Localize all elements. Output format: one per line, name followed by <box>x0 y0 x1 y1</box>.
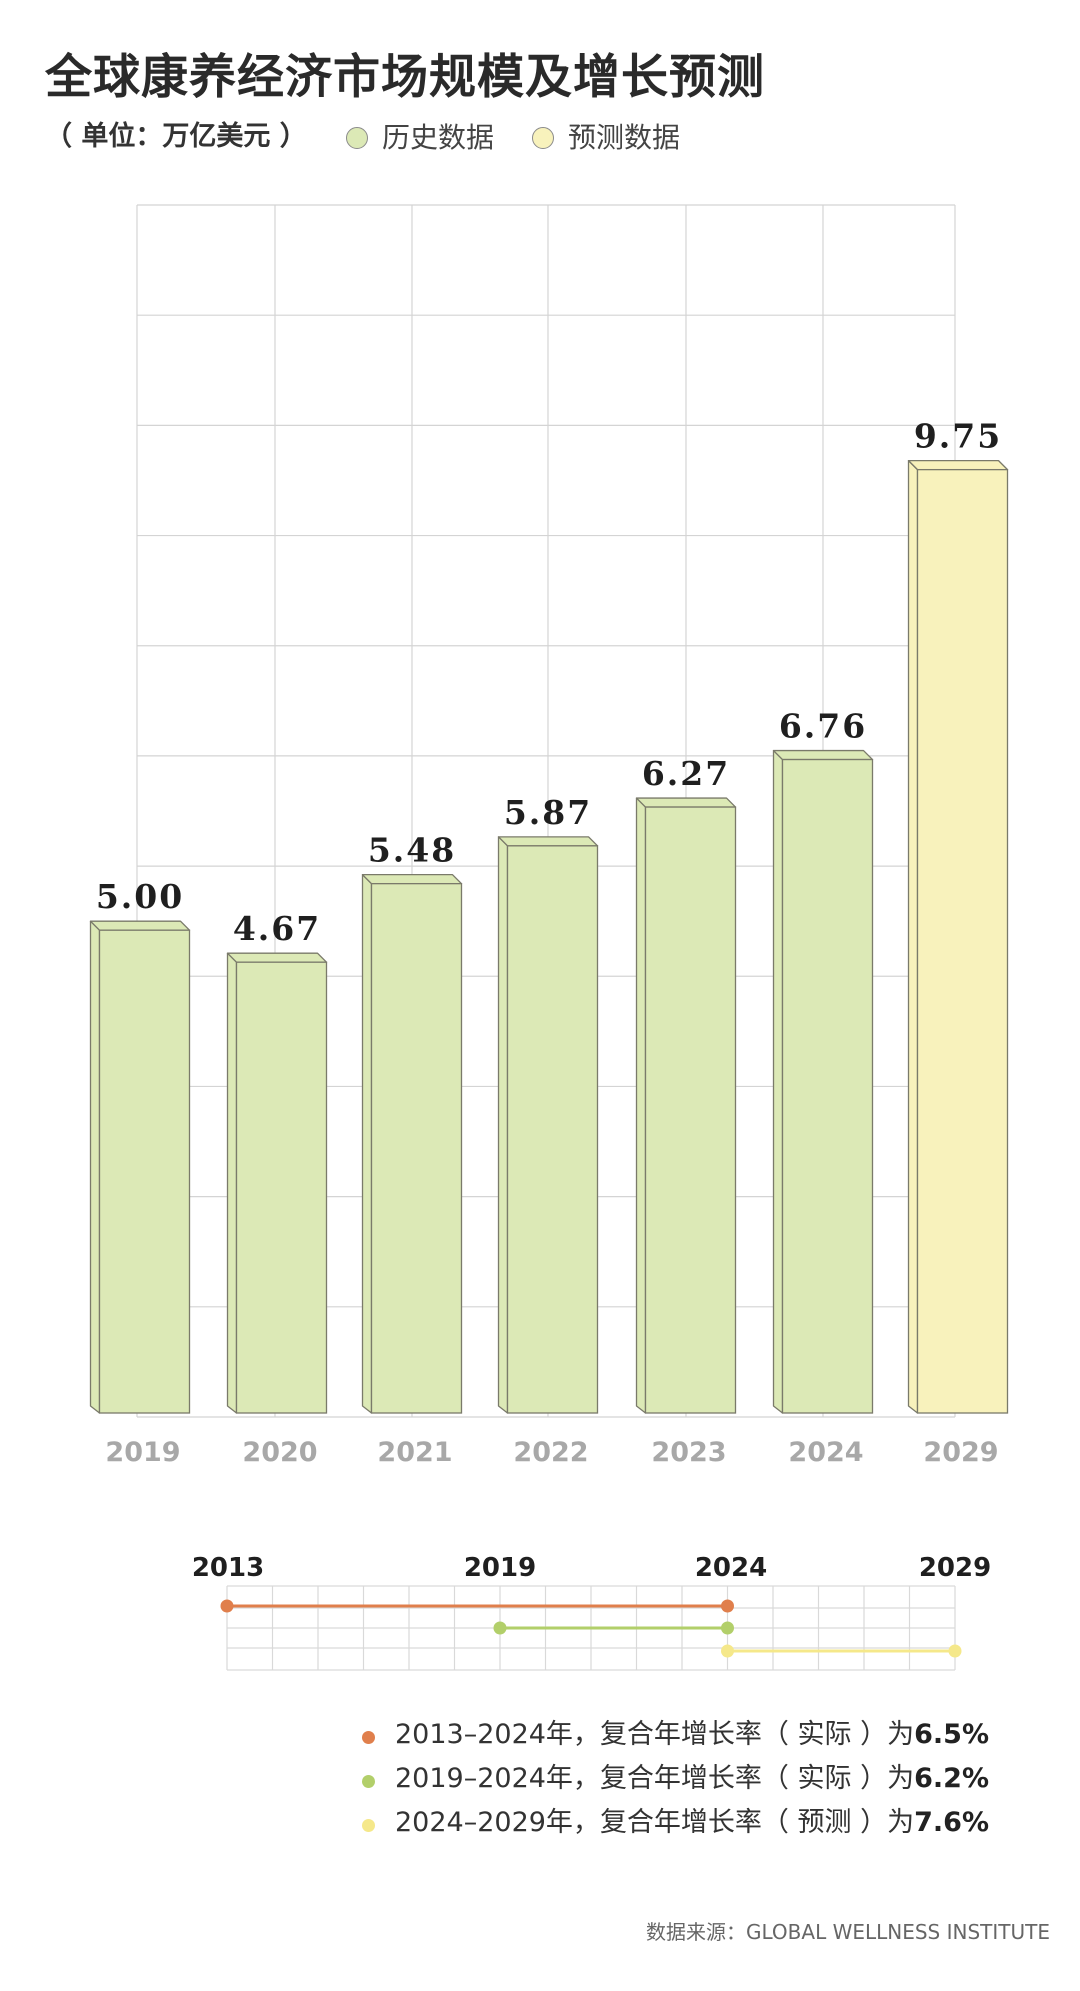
timeline-range-2019-2024 <box>493 1621 734 1635</box>
timeline-range-2024-2029 <box>721 1644 962 1658</box>
value-label-2021: 5.48 <box>368 831 456 870</box>
bar-front-2024 <box>781 758 874 1414</box>
value-label-2020: 4.67 <box>233 909 321 948</box>
category-label-2021: 2021 <box>377 1437 452 1468</box>
cagr-item: 2019–2024年，复合年增长率（ 实际 ）为6.2% <box>362 1757 989 1801</box>
bar-side-2020 <box>226 952 238 1414</box>
cagr-dot <box>362 1731 375 1744</box>
bar-top-2029 <box>907 459 1009 471</box>
timeline-range-start-dot <box>493 1621 507 1635</box>
bar-2019 <box>89 920 191 1414</box>
bar-2023 <box>635 797 737 1414</box>
category-label-2019: 2019 <box>105 1437 180 1468</box>
cagr-item: 2024–2029年，复合年增长率（ 预测 ）为7.6% <box>362 1801 989 1845</box>
cagr-list: 2013–2024年，复合年增长率（ 实际 ）为6.5% 2019–2024年，复… <box>362 1713 989 1845</box>
cagr-dot <box>362 1819 375 1832</box>
timeline-range-end-dot <box>721 1599 734 1613</box>
bar-2021 <box>361 874 463 1414</box>
cagr-timeline: 2013 2019 2024 2029 <box>192 1553 991 1671</box>
bar-top-2020 <box>226 952 328 963</box>
legend-historical: 历史数据 <box>346 116 494 156</box>
bar-2029 <box>907 459 1009 1414</box>
cagr-value: 6.2% <box>914 1763 989 1794</box>
bar-side-2022 <box>497 836 509 1414</box>
bar-front-2020 <box>235 961 328 1414</box>
cagr-period: 2013–2024年， <box>395 1719 600 1750</box>
timeline-year-2029: 2029 <box>919 1553 991 1583</box>
bar-side-2019 <box>89 920 101 1414</box>
bar-side-2021 <box>361 874 373 1414</box>
bar-chart: 5.00 2019 4.67 2020 5.48 2021 5.87 2022 6.27 2023… <box>89 204 1009 1468</box>
bar-side-2024 <box>772 749 784 1414</box>
bar-front-2019 <box>98 929 191 1414</box>
cagr-item: 2013–2024年，复合年增长率（ 实际 ）为6.5% <box>362 1713 989 1757</box>
timeline-range-end-dot <box>948 1644 962 1658</box>
timeline-year-2019: 2019 <box>464 1553 536 1583</box>
timeline-year-2013: 2013 <box>192 1553 264 1583</box>
value-label-2019: 5.00 <box>96 877 184 916</box>
bar-2022 <box>497 836 599 1414</box>
cagr-period: 2019–2024年， <box>395 1763 600 1794</box>
bar-front-2029 <box>916 468 1009 1414</box>
bar-top-2019 <box>89 920 191 931</box>
bar-top-2021 <box>361 874 463 885</box>
value-label-2029: 9.75 <box>914 417 1002 456</box>
timeline-range-start-dot <box>220 1599 234 1613</box>
legend-label-historical: 历史数据 <box>382 121 495 154</box>
legend-dot-historical <box>346 127 368 149</box>
cagr-text: 复合年增长率（ 预测 ）为 <box>599 1807 915 1838</box>
legend-dot-forecast <box>532 127 554 149</box>
bar-side-2023 <box>635 797 647 1414</box>
bar-2024 <box>772 749 874 1414</box>
bar-top-2022 <box>497 836 599 847</box>
category-label-2022: 2022 <box>513 1437 588 1468</box>
bar-front-2021 <box>370 883 463 1414</box>
category-label-2023: 2023 <box>651 1437 726 1468</box>
value-label-2022: 5.87 <box>504 793 592 832</box>
value-label-2023: 6.27 <box>642 754 730 793</box>
timeline-range-2013-2024 <box>220 1599 734 1613</box>
cagr-value: 6.5% <box>914 1719 989 1750</box>
category-label-2020: 2020 <box>242 1437 317 1468</box>
bar-top-2023 <box>635 797 737 808</box>
cagr-text: 复合年增长率（ 实际 ）为 <box>599 1763 915 1794</box>
data-source: 数据来源：GLOBAL WELLNESS INSTITUTE <box>646 1920 1050 1944</box>
cagr-text: 复合年增长率（ 实际 ）为 <box>599 1719 915 1750</box>
cagr-dot <box>362 1775 375 1788</box>
bar-2020 <box>226 952 328 1414</box>
chart-title: 全球康养经济市场规模及增长预测 <box>45 50 765 105</box>
timeline-range-end-dot <box>721 1621 734 1635</box>
bar-top-2024 <box>772 749 874 761</box>
cagr-value: 7.6% <box>914 1807 989 1838</box>
category-label-2024: 2024 <box>788 1437 863 1468</box>
bar-front-2022 <box>506 845 599 1414</box>
cagr-period: 2024–2029年， <box>395 1807 600 1838</box>
bar-front-2023 <box>644 806 737 1414</box>
category-label-2029: 2029 <box>923 1437 998 1468</box>
timeline-year-2024: 2024 <box>695 1553 767 1583</box>
legend-label-forecast: 预测数据 <box>568 121 681 154</box>
bar-side-2029 <box>907 459 919 1414</box>
legend-forecast: 预测数据 <box>532 116 680 156</box>
timeline-range-start-dot <box>721 1644 734 1658</box>
unit-label: （ 单位：万亿美元 ） <box>45 121 307 152</box>
value-label-2024: 6.76 <box>779 707 867 746</box>
timeline-grid <box>226 1585 956 1671</box>
